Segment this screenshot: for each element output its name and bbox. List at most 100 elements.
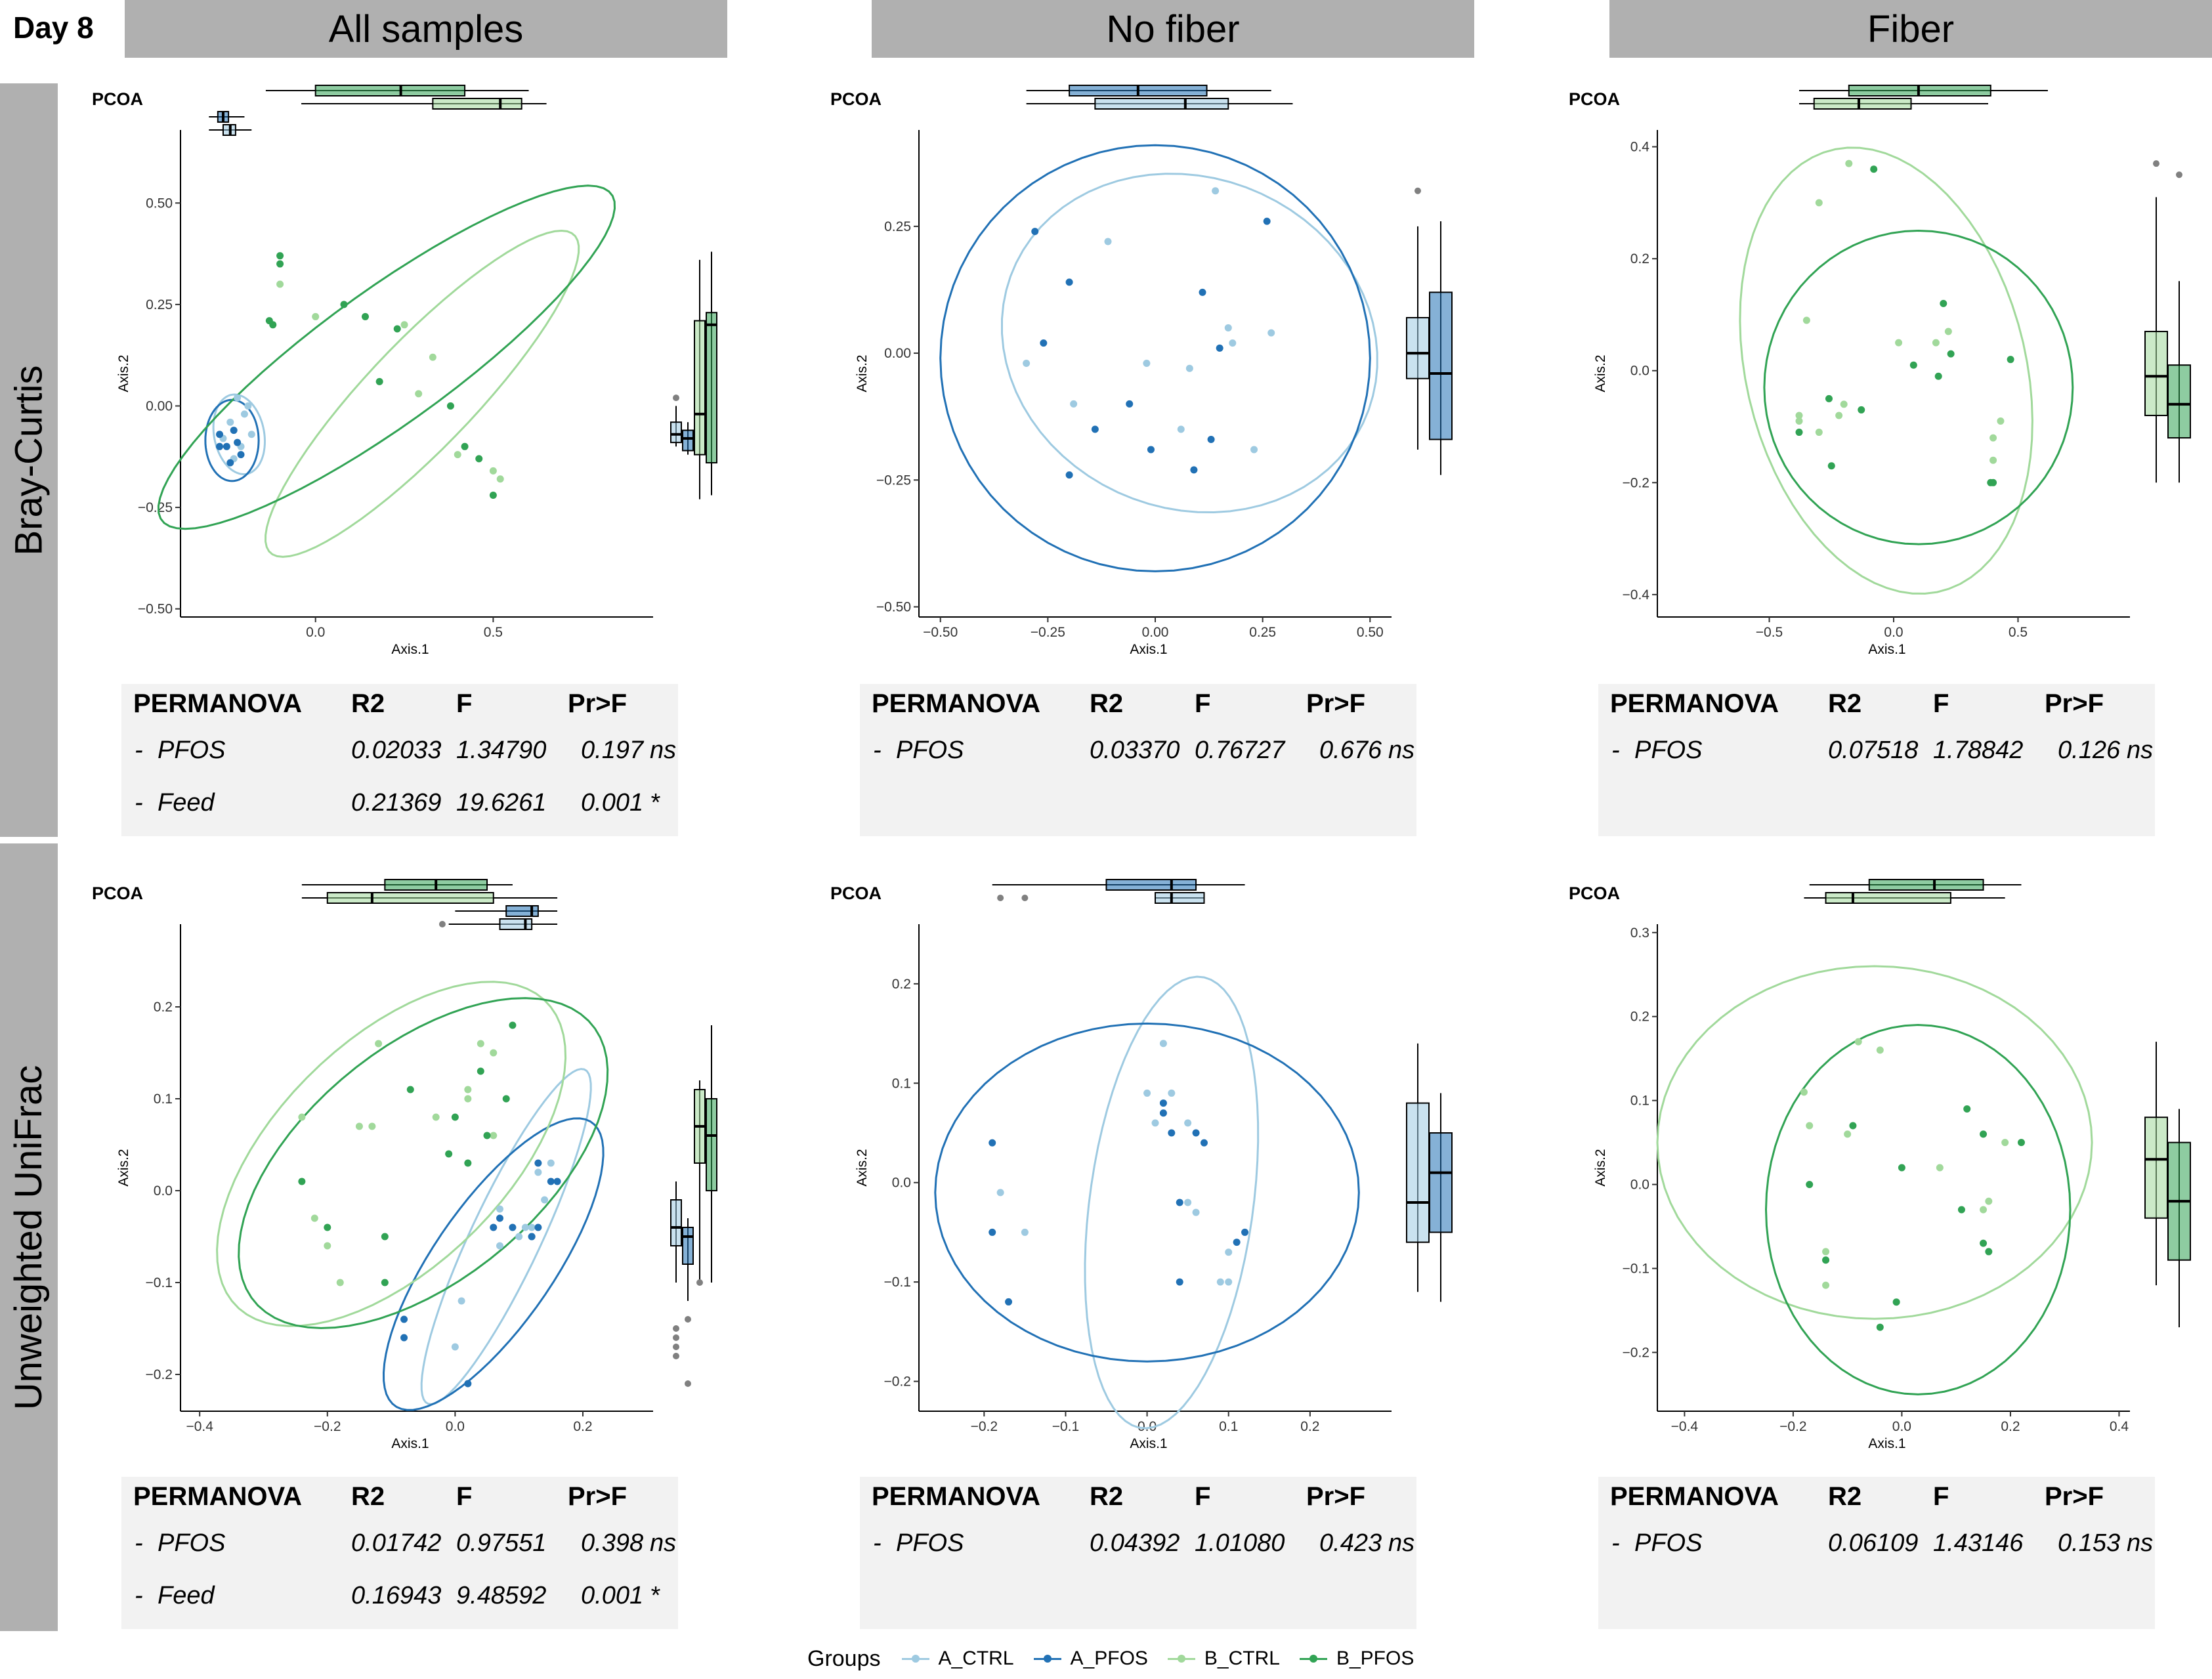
permanova-table-uu-fiber: PERMANOVA R2 F Pr>F - PFOS 0.06109 1.43146 0.153… — [1598, 1477, 2155, 1629]
row-r2: 0.04392 — [1090, 1529, 1180, 1557]
y-tick-label: −0.50 — [138, 602, 173, 617]
data-point — [534, 1223, 542, 1231]
boxplot-outlier — [685, 1380, 691, 1387]
data-point — [324, 1242, 331, 1250]
data-point — [1870, 165, 1878, 173]
data-point — [1184, 1199, 1192, 1206]
legend-key-b-ctrl — [1165, 1652, 1198, 1665]
day-label: Day 8 — [13, 11, 94, 45]
table-header-cell: R2 — [1090, 689, 1124, 718]
data-point — [489, 492, 497, 499]
y-axis-label: Axis.2 — [855, 1149, 870, 1186]
chart-unifrac-no-fiber: PCOA −0.2 −0.1 0.0 0.1 0.2 −0.2 −0.1 0.0 0.1 0.2 Ax… — [830, 879, 1453, 1451]
data-point — [1207, 435, 1215, 443]
column-header-no-fiber: No fiber — [872, 0, 1474, 58]
boxplot-box — [1094, 98, 1229, 110]
legend-key-b-pfos — [1297, 1652, 1330, 1665]
permanova-table-bc-all: PERMANOVA R2 F Pr>F - PFOS 0.02033 1.34790 0.197… — [121, 684, 678, 836]
data-point — [244, 402, 252, 410]
data-point — [1806, 1181, 1814, 1189]
data-point — [1212, 187, 1220, 195]
row-sig: ns — [1388, 1529, 1415, 1557]
data-point — [1997, 417, 2005, 425]
data-point — [1159, 1099, 1167, 1107]
row-r2: 0.06109 — [1828, 1529, 1919, 1557]
data-point — [1815, 199, 1823, 207]
data-point — [375, 377, 383, 385]
boxplot-box — [670, 1199, 682, 1246]
x-tick-label: −0.2 — [971, 1419, 998, 1434]
data-point — [247, 431, 255, 438]
data-point — [1835, 412, 1843, 419]
legend-item-a-ctrl: A_CTRL — [899, 1647, 1014, 1670]
data-point — [1822, 1281, 1830, 1289]
data-point — [400, 1334, 408, 1342]
boxplot-outlier — [673, 394, 679, 402]
y-tick-label: 0.25 — [146, 297, 173, 312]
data-point — [496, 1214, 503, 1222]
y-tick-label: 0.1 — [1630, 1094, 1649, 1109]
y-tick-label: 0.50 — [146, 196, 173, 211]
y-tick-label: 0.0 — [154, 1183, 173, 1199]
table-header-cell: Pr>F — [568, 1482, 627, 1511]
data-point — [502, 1095, 510, 1103]
data-point — [216, 431, 224, 438]
row-r2: 0.03370 — [1090, 736, 1180, 764]
y-axis-label: Axis.2 — [116, 354, 131, 392]
row-sig: ns — [2127, 736, 2154, 764]
row-term: Feed — [158, 1582, 215, 1609]
x-axis-label: Axis.1 — [1130, 1436, 1167, 1451]
data-point — [1876, 1323, 1884, 1331]
data-point — [1845, 159, 1853, 167]
boxplot-box — [499, 918, 533, 930]
data-point — [461, 442, 469, 450]
boxplot-box — [1825, 892, 1951, 904]
x-tick-label: 0.4 — [2110, 1419, 2129, 1434]
data-point — [457, 1297, 465, 1305]
data-point — [1876, 1046, 1884, 1054]
row-dash: - — [873, 1529, 882, 1557]
y-tick-label: 0.2 — [892, 977, 911, 992]
row-r2: 0.21369 — [351, 789, 442, 817]
data-point — [1795, 429, 1803, 436]
data-point — [528, 1233, 536, 1241]
data-point — [1065, 278, 1073, 286]
x-tick-label: 0.0 — [446, 1419, 465, 1434]
table-header-cell: F — [1195, 1482, 1211, 1511]
confidence-ellipse — [157, 184, 616, 530]
data-point — [1795, 412, 1803, 419]
x-tick-label: −0.50 — [923, 625, 958, 640]
data-point — [1892, 1298, 1900, 1306]
x-axis-label: Axis.1 — [391, 642, 429, 657]
data-point — [237, 451, 245, 459]
row-f: 19.6261 — [456, 789, 547, 817]
chart-bray-curtis-fiber: PCOA −0.5 0.0 0.5 −0.4 −0.2 0.0 0.2 0.4 Axis.1 Axi… — [1569, 85, 2191, 657]
confidence-ellipse — [238, 997, 609, 1329]
data-point — [1143, 360, 1151, 368]
data-point — [446, 402, 454, 410]
data-point — [1822, 1256, 1830, 1264]
boxplot-box — [1406, 316, 1430, 379]
data-point — [1031, 228, 1039, 236]
y-tick-label: −0.25 — [138, 500, 173, 515]
boxplot-box — [505, 905, 539, 917]
table-header-cell: Pr>F — [1306, 689, 1366, 718]
row-r2: 0.07518 — [1828, 736, 1919, 764]
x-tick-label: −0.4 — [1671, 1419, 1699, 1434]
permanova-table-uu-nofiber: PERMANOVA R2 F Pr>F - PFOS 0.04392 1.01080 0.423… — [860, 1477, 1416, 1629]
data-point — [1827, 462, 1835, 470]
row-p: 0.126 — [2058, 736, 2121, 764]
data-point — [989, 1139, 996, 1147]
data-point — [2017, 1139, 2025, 1147]
y-axis-label: Axis.2 — [855, 354, 870, 392]
row-sig: * — [650, 1582, 660, 1609]
row-header-label: Unweighted UniFrac — [7, 1065, 51, 1410]
boxplot-box — [1813, 98, 1912, 110]
data-point — [547, 1178, 555, 1185]
x-tick-label: 0.25 — [1249, 625, 1276, 640]
data-point — [1989, 434, 1997, 442]
boxplot-box — [432, 98, 522, 110]
boxplot-outlier — [1414, 187, 1421, 194]
boxplot-box — [2167, 364, 2191, 439]
row-sig: ns — [1388, 736, 1415, 764]
